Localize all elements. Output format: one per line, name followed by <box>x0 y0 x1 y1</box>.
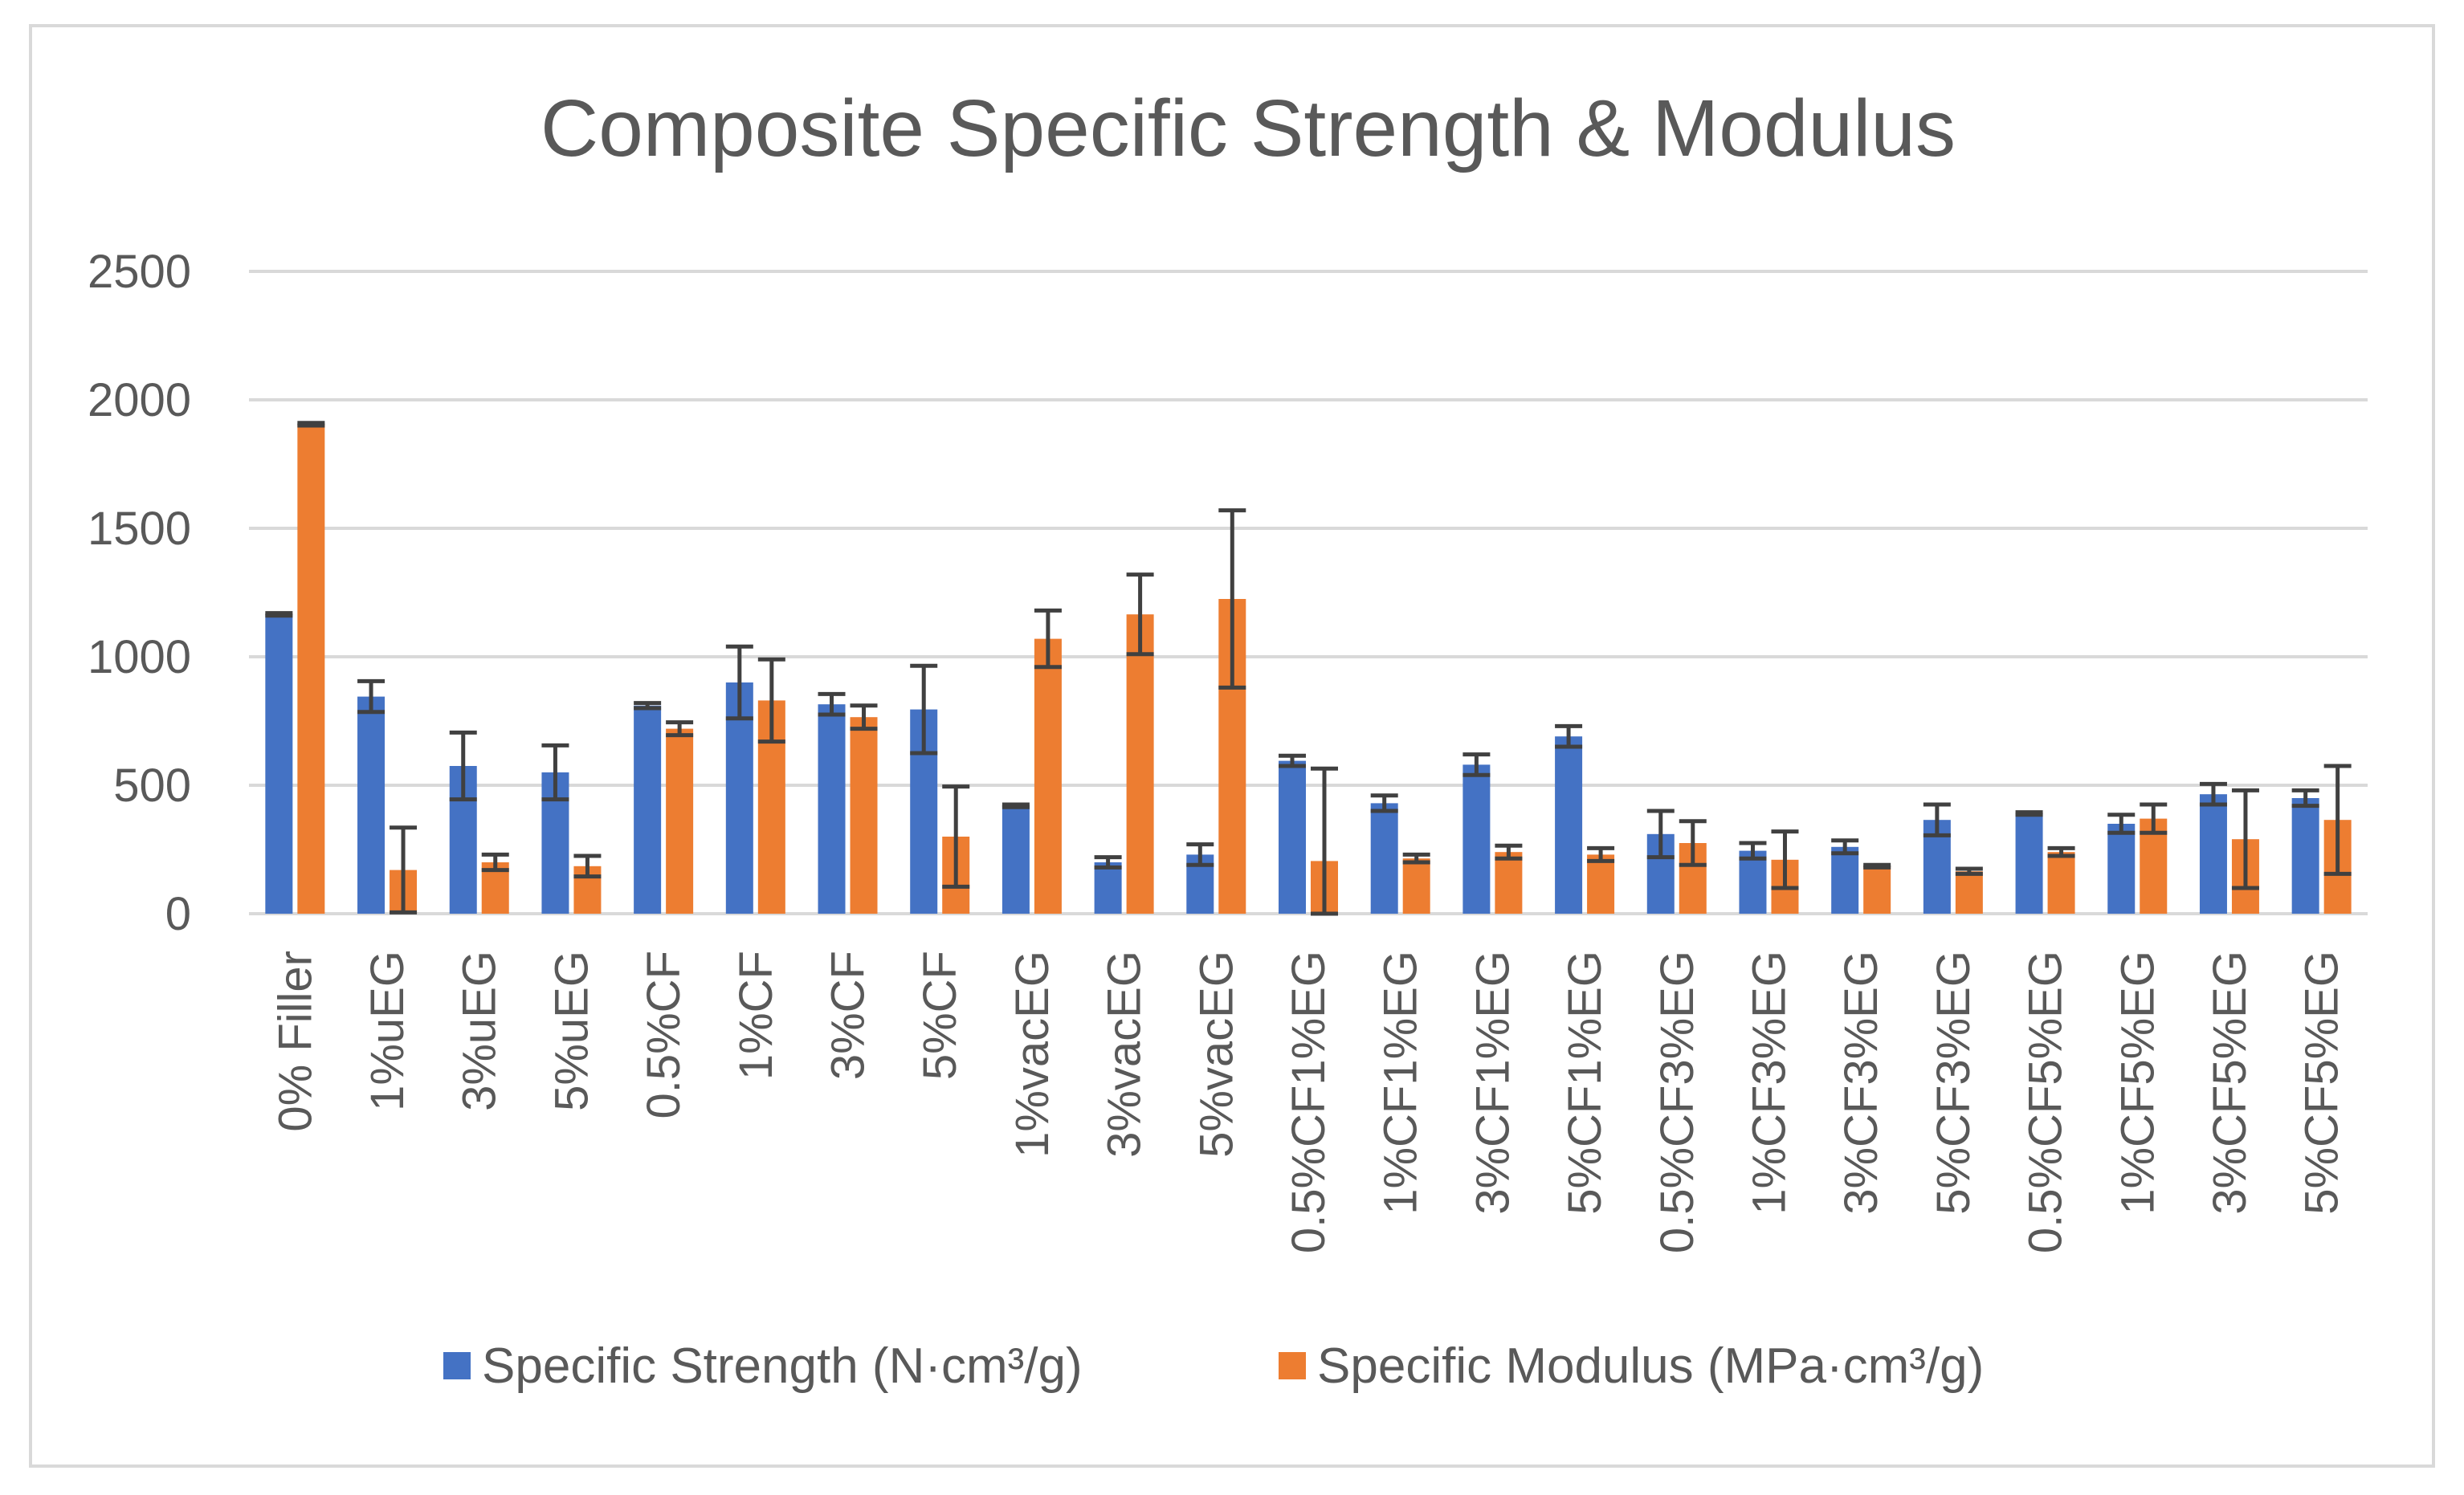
bar-modulus <box>666 728 694 914</box>
x-tick-label: 3%CF1%EG <box>1467 951 1519 1215</box>
legend-swatch-strength <box>443 1352 471 1379</box>
bar-modulus <box>297 424 325 914</box>
bars <box>265 424 2352 914</box>
x-tick-label: 0.5%CF <box>638 951 690 1119</box>
y-tick-label: 1500 <box>88 503 191 555</box>
bar-modulus <box>1587 854 1615 914</box>
bar-modulus <box>850 717 878 914</box>
x-tick-label: 3%CF5%EG <box>2204 951 2256 1215</box>
bar-modulus <box>1495 852 1523 914</box>
bar-strength <box>1370 803 1398 914</box>
y-tick-label: 0 <box>165 888 191 940</box>
legend: Specific Strength (N·cm³/g) Specific Mod… <box>443 1338 1984 1394</box>
gridlines <box>249 270 2368 915</box>
bar-strength <box>1094 862 1122 914</box>
x-tick-label: 5%CF1%EG <box>1559 951 1611 1215</box>
bar-strength <box>634 705 662 914</box>
bar-strength <box>2015 813 2043 914</box>
bar-strength <box>2199 794 2227 914</box>
y-tick-label: 2500 <box>88 246 191 298</box>
x-axis-ticks: 0% Filler 1%uEG 3%uEG 5%uEG 0.5%CF 1%CF 3%CF 5%… <box>269 951 2348 1253</box>
x-tick-label: 5%vacEG <box>1190 951 1242 1158</box>
x-tick-label: 1%CF1%EG <box>1375 951 1427 1215</box>
bar-strength <box>2291 798 2319 914</box>
y-tick-label: 2000 <box>88 374 191 426</box>
y-tick-label: 1000 <box>88 631 191 683</box>
bar-modulus <box>1402 858 1430 914</box>
x-tick-label: 1%CF5%EG <box>2111 951 2164 1215</box>
x-tick-label: 1%CF3%EG <box>1743 951 1795 1215</box>
legend-label-strength: Specific Strength (N·cm³/g) <box>482 1338 1083 1394</box>
x-tick-label: 0% Filler <box>269 951 321 1132</box>
x-tick-label: 5%CF <box>914 951 966 1080</box>
bar-strength <box>725 682 753 914</box>
x-tick-label: 0.5%CF1%EG <box>1283 951 1335 1253</box>
bar-modulus <box>1126 614 1154 914</box>
bar-strength <box>1739 850 1767 914</box>
x-tick-label: 3%uEG <box>454 951 506 1111</box>
x-tick-label: 3%CF3%EG <box>1835 951 1887 1215</box>
x-tick-label: 1%vacEG <box>1006 951 1059 1158</box>
bar-strength <box>2107 824 2136 914</box>
x-tick-label: 3%vacEG <box>1099 951 1151 1158</box>
bar-modulus <box>2047 852 2075 914</box>
y-tick-label: 500 <box>113 760 191 812</box>
legend-label-modulus: Specific Modulus (MPa·cm³/g) <box>1317 1338 1984 1394</box>
x-tick-label: 5%CF5%EG <box>2296 951 2348 1215</box>
x-tick-label: 1%uEG <box>361 951 414 1111</box>
bar-strength <box>1831 846 1859 914</box>
bar-strength <box>265 614 293 914</box>
x-tick-label: 0.5%CF5%EG <box>2020 951 2072 1253</box>
x-tick-label: 0.5%CF3%EG <box>1651 951 1703 1253</box>
bar-strength <box>357 696 386 914</box>
bar-strength <box>1462 764 1491 914</box>
bar-strength <box>1279 760 1306 914</box>
bar-strength <box>1002 805 1030 914</box>
chart-canvas: 0 500 1000 1500 2000 2500 0% Filler 1%uEG 3%uEG… <box>88 84 2368 1394</box>
bar-strength <box>1555 736 1583 914</box>
chart-frame: 0 500 1000 1500 2000 2500 0% Filler 1%uEG 3%uEG… <box>29 24 2435 1468</box>
x-tick-label: 5%CF3%EG <box>1928 951 1980 1215</box>
x-tick-label: 1%CF <box>730 951 782 1080</box>
x-tick-label: 3%CF <box>822 951 875 1080</box>
bar-strength <box>818 704 846 914</box>
bar-modulus <box>1955 871 1983 914</box>
error-bars <box>265 421 2352 916</box>
bar-modulus <box>1034 638 1062 914</box>
y-axis-ticks: 0 500 1000 1500 2000 2500 <box>88 246 191 940</box>
legend-swatch-modulus <box>1279 1352 1306 1379</box>
x-tick-label: 5%uEG <box>545 951 598 1111</box>
bar-modulus <box>1863 866 1891 914</box>
chart-title: Composite Specific Strength & Modulus <box>541 84 1956 173</box>
